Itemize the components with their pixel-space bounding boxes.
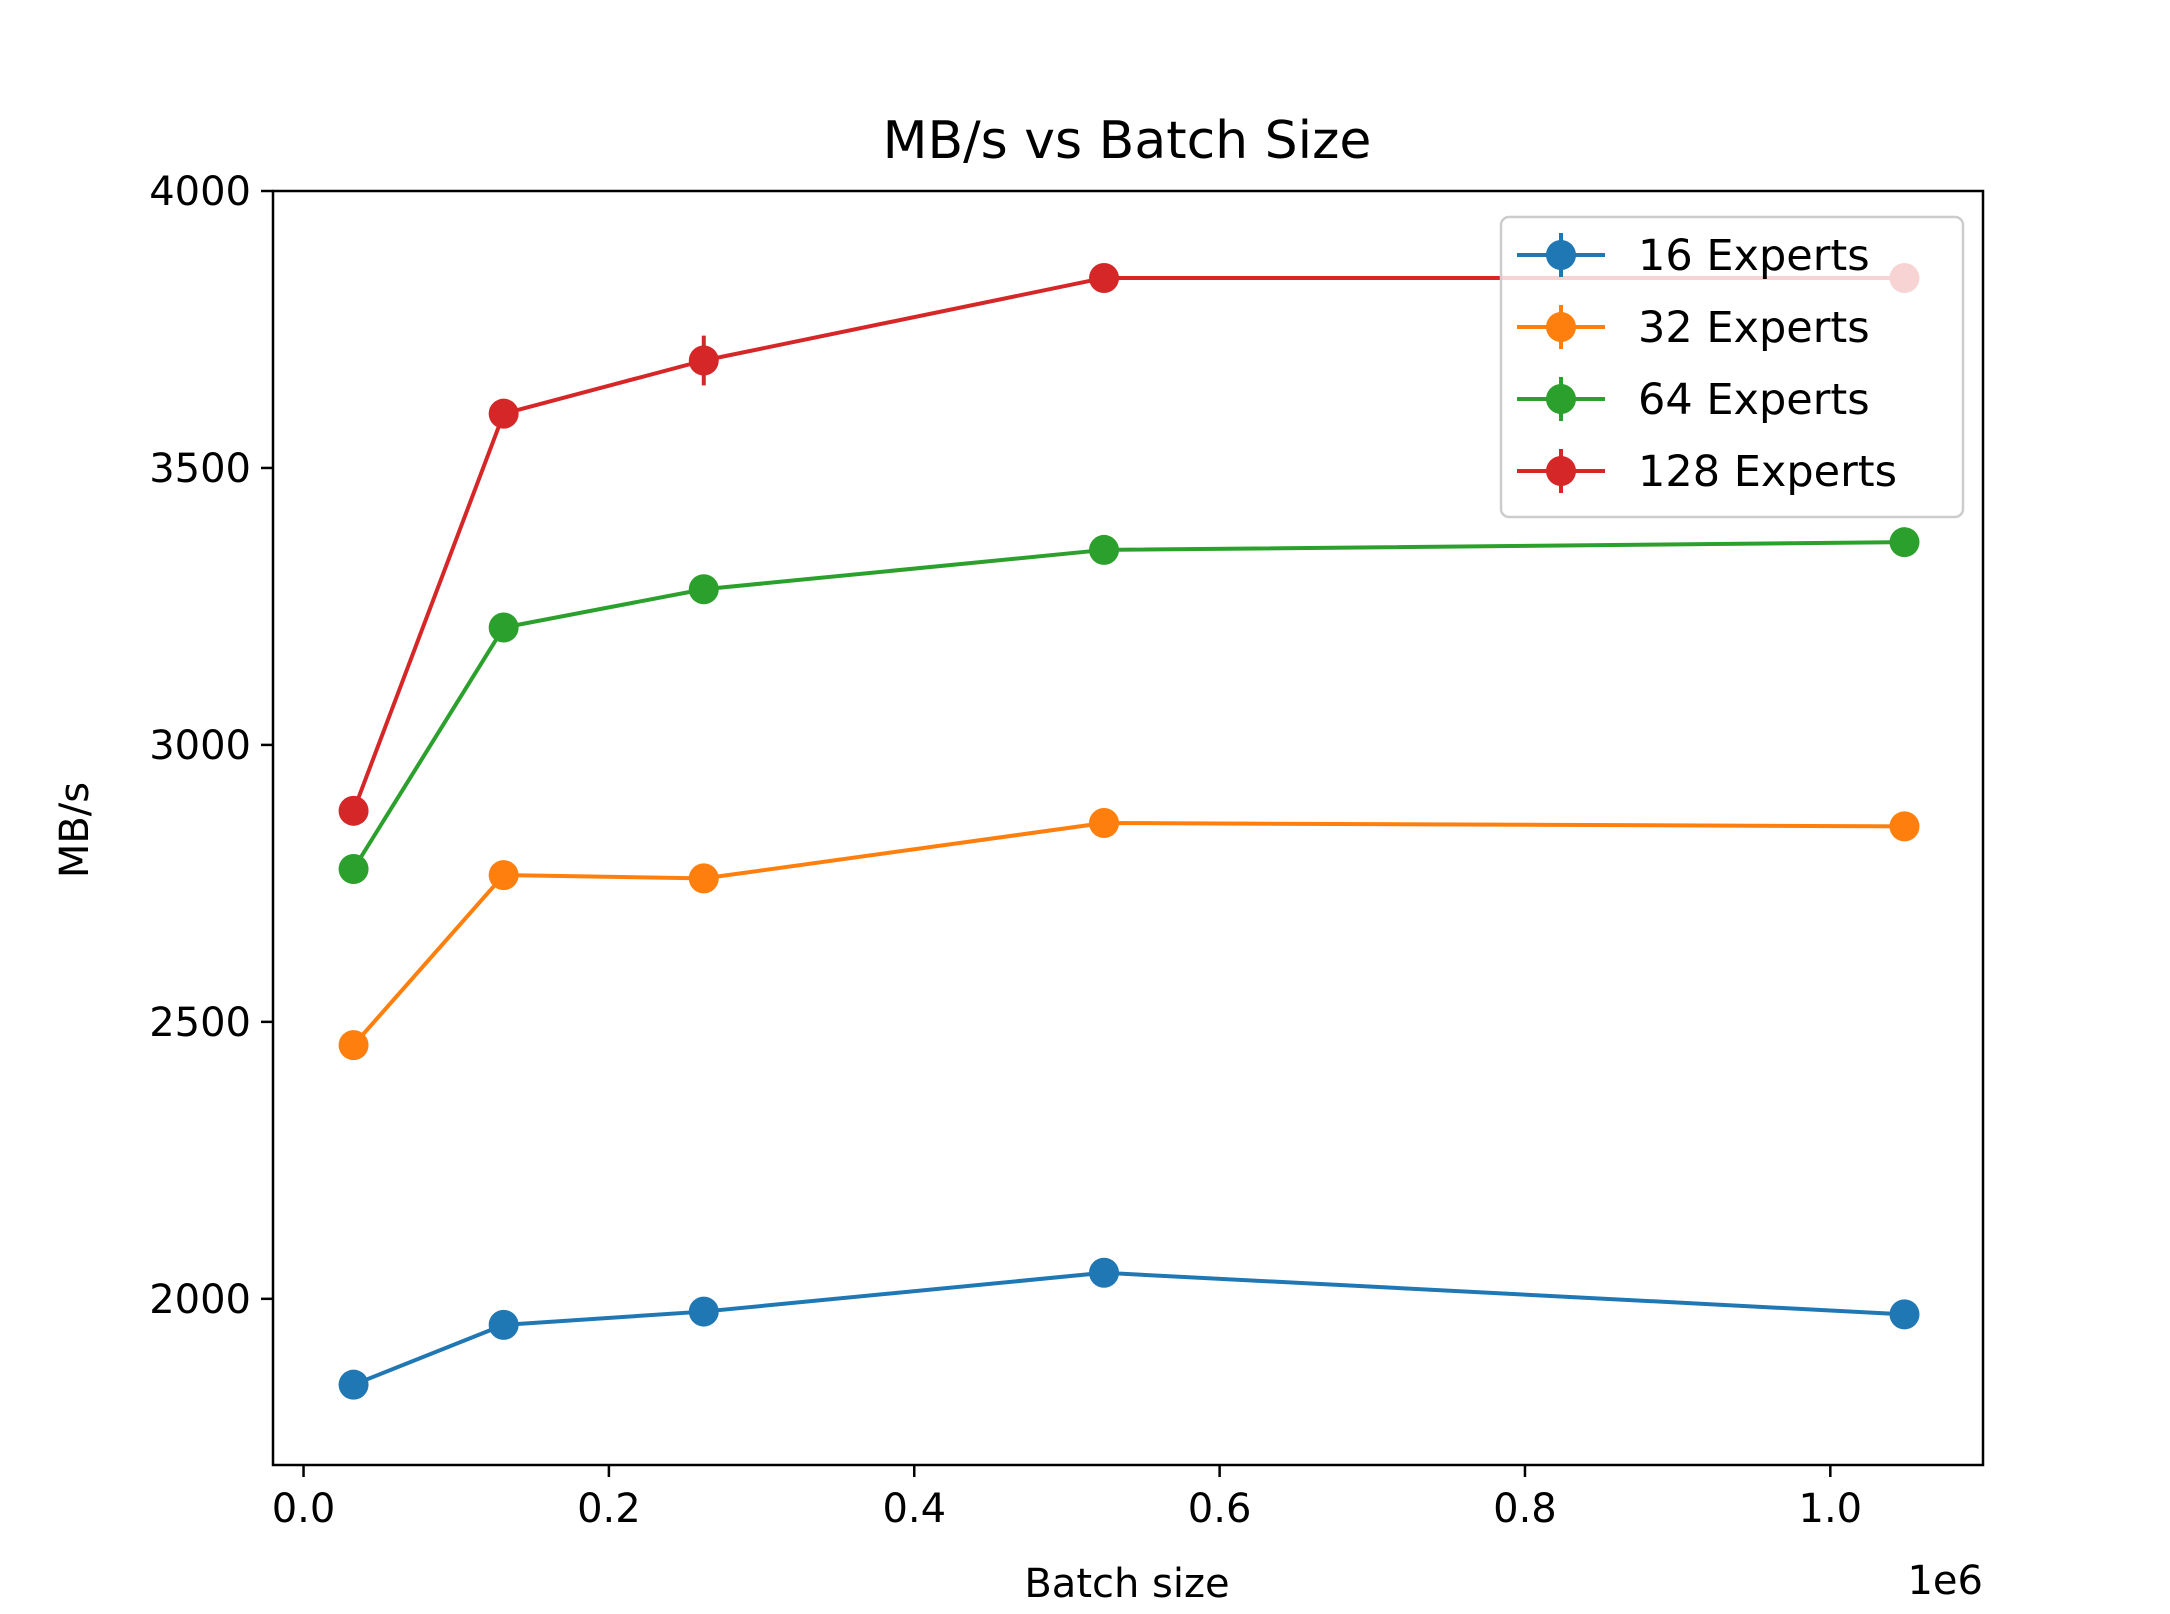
data-point (688, 1296, 719, 1327)
legend-box (1499, 215, 1965, 519)
data-point (488, 398, 519, 429)
x-tick-label: 0.0 (272, 1486, 336, 1532)
data-point (1889, 811, 1920, 842)
legend-label: 128 Experts (1638, 447, 1897, 497)
x-axis-label: Batch size (1024, 1561, 1229, 1607)
x-axis: 0.0 0.2 0.4 0.6 0.8 1.0 (272, 1465, 1862, 1532)
data-point (488, 1309, 519, 1340)
x-tick-label: 0.2 (577, 1486, 641, 1532)
plot-frame (271, 189, 1985, 1467)
data-point (688, 863, 719, 894)
y-tick-label: 4000 (149, 169, 251, 215)
legend-marker (1546, 240, 1576, 270)
series-2 (338, 527, 1920, 884)
legend-marker (1546, 456, 1576, 486)
data-point (1889, 527, 1920, 558)
legend-label: 32 Experts (1638, 303, 1870, 353)
y-axis: 2000 2500 3000 3500 4000 (149, 169, 273, 1323)
x-tick-label: 0.4 (882, 1486, 946, 1532)
y-axis-label: MB/s (52, 782, 98, 878)
y-tick-label: 3500 (149, 446, 251, 492)
legend-item: 32 Experts (1517, 303, 1870, 353)
data-point (1089, 1257, 1120, 1288)
legend-label: 64 Experts (1638, 375, 1870, 425)
legend-marker (1546, 384, 1576, 414)
data-point (1089, 534, 1120, 565)
y-tick-label: 3000 (149, 723, 251, 769)
legend-label: 16 Experts (1638, 231, 1870, 281)
legend-item: 128 Experts (1517, 447, 1897, 497)
data-point (488, 612, 519, 643)
data-point (338, 795, 369, 826)
series-0 (338, 1257, 1920, 1400)
data-point (1889, 1299, 1920, 1330)
data-point (338, 1369, 369, 1400)
data-point (488, 860, 519, 891)
x-tick-label: 0.8 (1493, 1486, 1557, 1532)
x-axis-offset-label: 1e6 (1907, 1558, 1983, 1604)
data-point (338, 1030, 369, 1061)
data-point (338, 853, 369, 884)
y-tick-label: 2500 (149, 1000, 251, 1046)
data-point (688, 345, 719, 376)
x-tick-label: 1.0 (1799, 1486, 1863, 1532)
legend-marker (1546, 312, 1576, 342)
y-tick-label: 2000 (149, 1277, 251, 1323)
legend-item: 16 Experts (1517, 231, 1870, 281)
chart-title: MB/s vs Batch Size (883, 111, 1372, 171)
legend-item: 64 Experts (1517, 375, 1870, 425)
data-point (688, 574, 719, 605)
series-1 (338, 808, 1920, 1061)
data-point (1089, 262, 1120, 293)
x-tick-label: 0.6 (1188, 1486, 1252, 1532)
data-point (1089, 808, 1120, 839)
legend: 16 Experts 32 Experts 64 Experts 128 Expert… (1499, 215, 1965, 519)
